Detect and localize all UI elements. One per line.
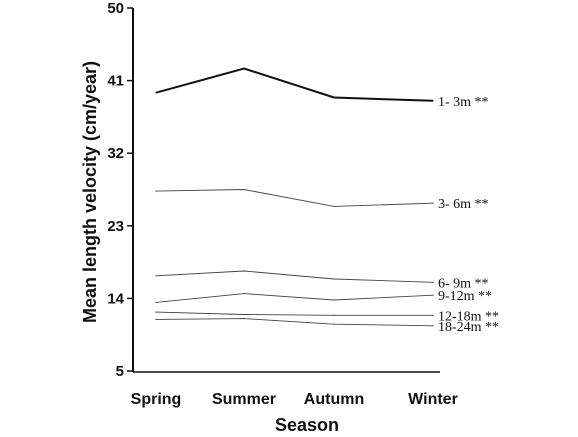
series-label: 6- 9m **	[438, 276, 489, 291]
data-point	[243, 270, 245, 272]
series-line	[155, 189, 434, 207]
data-point	[333, 323, 335, 325]
data-point	[155, 301, 157, 304]
x-category-label: Autumn	[304, 391, 364, 408]
y-tick-label: 50	[107, 0, 124, 17]
data-point	[243, 188, 245, 191]
series-label: 18-24m **	[438, 320, 499, 335]
data-point	[155, 92, 157, 94]
data-point	[155, 190, 157, 192]
series-line	[155, 293, 434, 303]
series-line	[155, 318, 434, 327]
x-axis-title: Season	[275, 415, 339, 435]
data-point	[333, 205, 335, 208]
y-axis-title: Mean length velocity (cm/year)	[80, 61, 100, 323]
series-label: 12-18m **	[438, 309, 499, 324]
y-tick-label: 14	[107, 290, 124, 307]
data-point	[243, 292, 245, 295]
data-point	[432, 294, 434, 296]
y-tick-label: 41	[107, 73, 124, 90]
series-label: 1- 3m **	[438, 95, 489, 110]
data-point	[333, 299, 335, 301]
y-tick-label: 5	[116, 363, 124, 380]
data-point	[432, 202, 434, 204]
data-point	[155, 275, 157, 277]
x-category-label: Summer	[212, 391, 276, 408]
data-point	[432, 314, 434, 316]
data-point	[155, 318, 157, 320]
series-line	[155, 67, 434, 102]
y-tick-label: 32	[107, 145, 124, 162]
axes	[132, 8, 440, 373]
x-category-label: Winter	[408, 391, 458, 408]
data-point	[333, 314, 335, 316]
series-line	[155, 311, 433, 316]
x-categories: Spring Summer Autumn Winter	[131, 391, 458, 408]
data-point	[243, 67, 245, 70]
data-point	[243, 313, 245, 316]
data-point	[432, 281, 434, 283]
series-label: 9-12m **	[438, 289, 492, 304]
x-category-label: Spring	[131, 391, 182, 408]
series-lines	[155, 67, 434, 327]
data-point	[243, 317, 245, 320]
data-point	[155, 311, 157, 313]
series-label: 3- 6m **	[438, 197, 489, 212]
data-point	[333, 96, 335, 99]
y-ticks: 5 14 23 32 41 50	[107, 0, 133, 380]
data-point	[333, 278, 335, 280]
y-tick-label: 23	[107, 218, 124, 235]
series-line	[155, 270, 434, 283]
data-point	[432, 325, 434, 327]
series-labels: 1- 3m ** 3- 6m ** 6- 9m **9-12m ** 12-18m *…	[438, 95, 499, 335]
data-point	[432, 100, 434, 102]
